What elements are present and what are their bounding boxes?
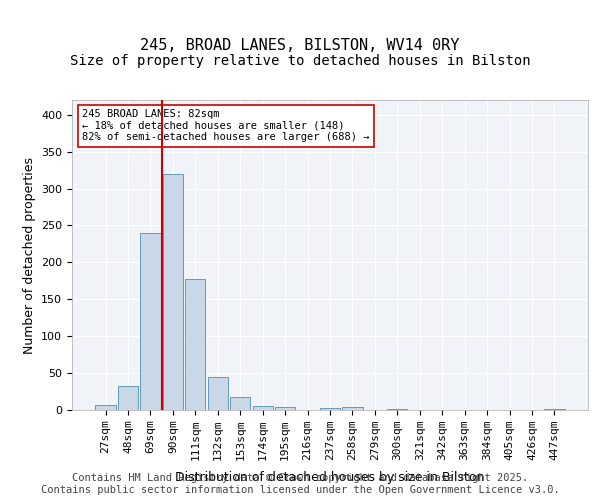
Bar: [275, 407, 295, 410]
Bar: [208, 377, 228, 410]
Bar: [185, 278, 205, 410]
Text: Contains HM Land Registry data © Crown copyright and database right 2025.
Contai: Contains HM Land Registry data © Crown c…: [41, 474, 559, 495]
Text: 245, BROAD LANES, BILSTON, WV14 0RY: 245, BROAD LANES, BILSTON, WV14 0RY: [140, 38, 460, 52]
X-axis label: Distribution of detached houses by size in Bilston: Distribution of detached houses by size …: [175, 472, 485, 484]
Bar: [140, 233, 161, 410]
Bar: [230, 398, 250, 410]
Y-axis label: Number of detached properties: Number of detached properties: [23, 156, 35, 354]
Bar: [95, 405, 116, 410]
Bar: [253, 406, 273, 410]
Bar: [343, 407, 362, 410]
Text: 245 BROAD LANES: 82sqm
← 18% of detached houses are smaller (148)
82% of semi-de: 245 BROAD LANES: 82sqm ← 18% of detached…: [82, 110, 370, 142]
Bar: [163, 174, 183, 410]
Bar: [320, 408, 340, 410]
Text: Size of property relative to detached houses in Bilston: Size of property relative to detached ho…: [70, 54, 530, 68]
Bar: [118, 386, 138, 410]
Bar: [544, 408, 565, 410]
